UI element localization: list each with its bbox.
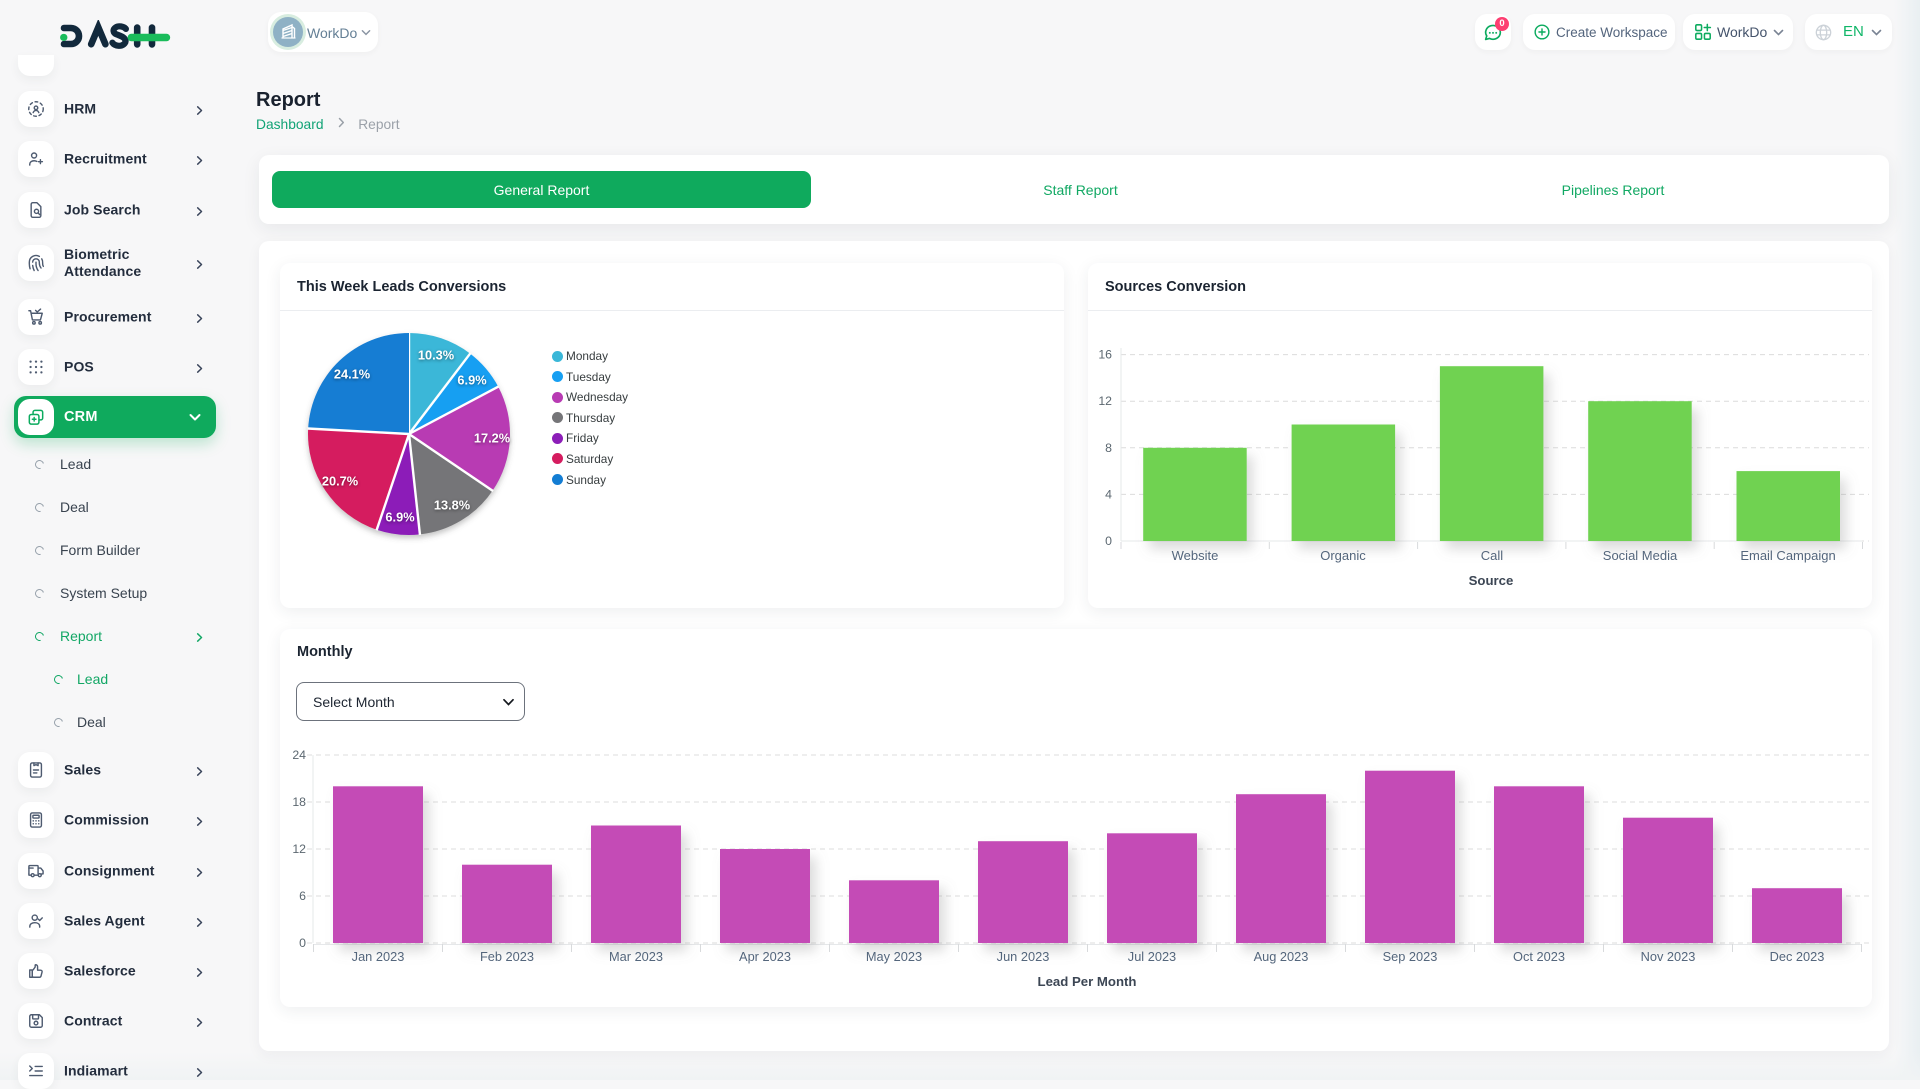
svg-text:Mar 2023: Mar 2023 [609, 949, 663, 964]
svg-text:Organic: Organic [1320, 548, 1366, 563]
svg-text:Aug 2023: Aug 2023 [1254, 949, 1309, 964]
svg-text:16: 16 [1098, 348, 1112, 362]
svg-text:Website: Website [1172, 548, 1219, 563]
svg-text:Feb 2023: Feb 2023 [480, 949, 534, 964]
svg-text:Nov 2023: Nov 2023 [1641, 949, 1696, 964]
svg-text:18: 18 [292, 795, 306, 809]
svg-text:12: 12 [1098, 394, 1112, 408]
svg-text:Jun 2023: Jun 2023 [997, 949, 1050, 964]
svg-text:Source: Source [1469, 573, 1514, 588]
svg-text:Social Media: Social Media [1603, 548, 1678, 563]
svg-text:6: 6 [299, 889, 306, 903]
svg-text:4: 4 [1105, 487, 1112, 501]
svg-text:Sep 2023: Sep 2023 [1383, 949, 1438, 964]
svg-text:Call: Call [1481, 548, 1504, 563]
svg-text:12: 12 [292, 842, 306, 856]
svg-text:Jul 2023: Jul 2023 [1128, 949, 1176, 964]
svg-text:Jan 2023: Jan 2023 [352, 949, 405, 964]
svg-text:0: 0 [299, 936, 306, 950]
svg-text:8: 8 [1105, 441, 1112, 455]
svg-text:24: 24 [292, 748, 306, 762]
svg-text:0: 0 [1105, 534, 1112, 548]
svg-text:Lead Per Month: Lead Per Month [1038, 974, 1137, 989]
svg-text:Oct 2023: Oct 2023 [1513, 949, 1565, 964]
svg-text:Apr 2023: Apr 2023 [739, 949, 791, 964]
svg-text:Email Campaign: Email Campaign [1740, 548, 1835, 563]
svg-text:May 2023: May 2023 [866, 949, 922, 964]
svg-text:Dec 2023: Dec 2023 [1770, 949, 1825, 964]
